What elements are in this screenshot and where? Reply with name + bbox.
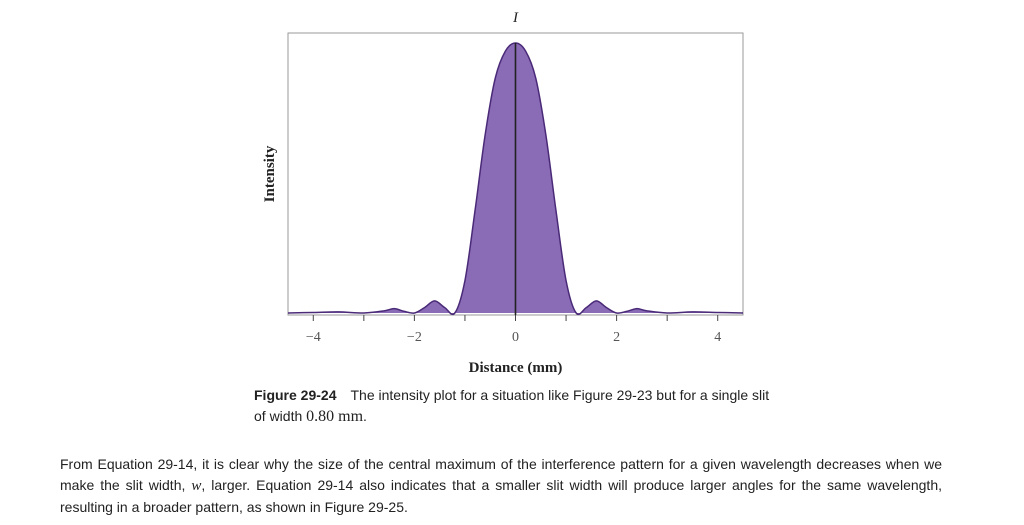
top-axis-label: I	[512, 10, 519, 26]
caption-math: 0.80 mm	[306, 408, 364, 425]
body-text-part1: From Equation 29-14, it is clear why the…	[60, 456, 942, 493]
body-paragraph: From Equation 29-14, it is clear why the…	[60, 454, 942, 518]
figure-caption: Figure 29-24 The intensity plot for a sit…	[254, 385, 774, 427]
body-math-w: w	[191, 478, 202, 494]
x-tick-label: 4	[714, 330, 721, 345]
figure-label: Figure 29-24	[254, 387, 337, 403]
caption-text: The intensity plot for a situation like …	[254, 387, 770, 424]
x-tick-label: 2	[613, 330, 620, 345]
x-axis-ticks: −4 −2 0 2 4	[306, 315, 721, 345]
x-tick-label: −4	[306, 330, 321, 345]
body-text-part2: , larger. Equation 29-14 also indicates …	[60, 477, 943, 515]
y-axis-label: Intensity	[262, 145, 278, 202]
intensity-chart: −4 −2 0 2 4 I Intensity Distance (mm)	[262, 10, 744, 376]
x-tick-label: 0	[512, 330, 519, 345]
x-tick-label: −2	[407, 330, 422, 345]
caption-end: .	[363, 408, 367, 424]
x-axis-label: Distance (mm)	[469, 360, 563, 376]
